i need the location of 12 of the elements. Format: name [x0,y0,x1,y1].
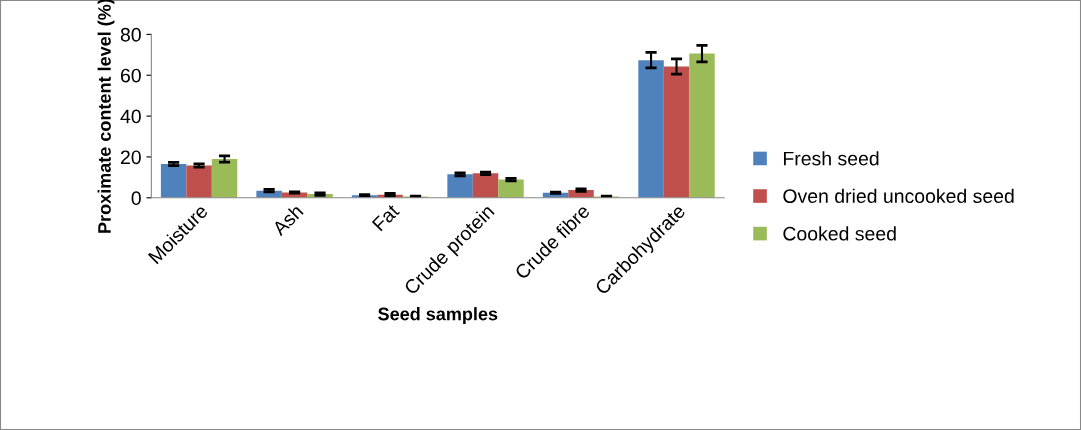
x-tick-label: Fat [371,203,401,232]
y-tick-label: 20 [120,150,141,165]
legend-label: Fresh seed [783,151,879,166]
y-axis-title: Proximate content level (%) [97,0,115,233]
x-axis-title: Seed samples [378,307,498,324]
y-tick-label: 40 [120,109,141,124]
legend-label: Oven dried uncooked seed [783,188,1014,204]
legend-label: Cooked seed [783,226,896,241]
y-tick-label: 0 [131,191,141,206]
y-tick-label: 80 [120,27,141,42]
y-tick-label: 60 [120,68,141,83]
x-tick-label: Ash [270,203,304,237]
